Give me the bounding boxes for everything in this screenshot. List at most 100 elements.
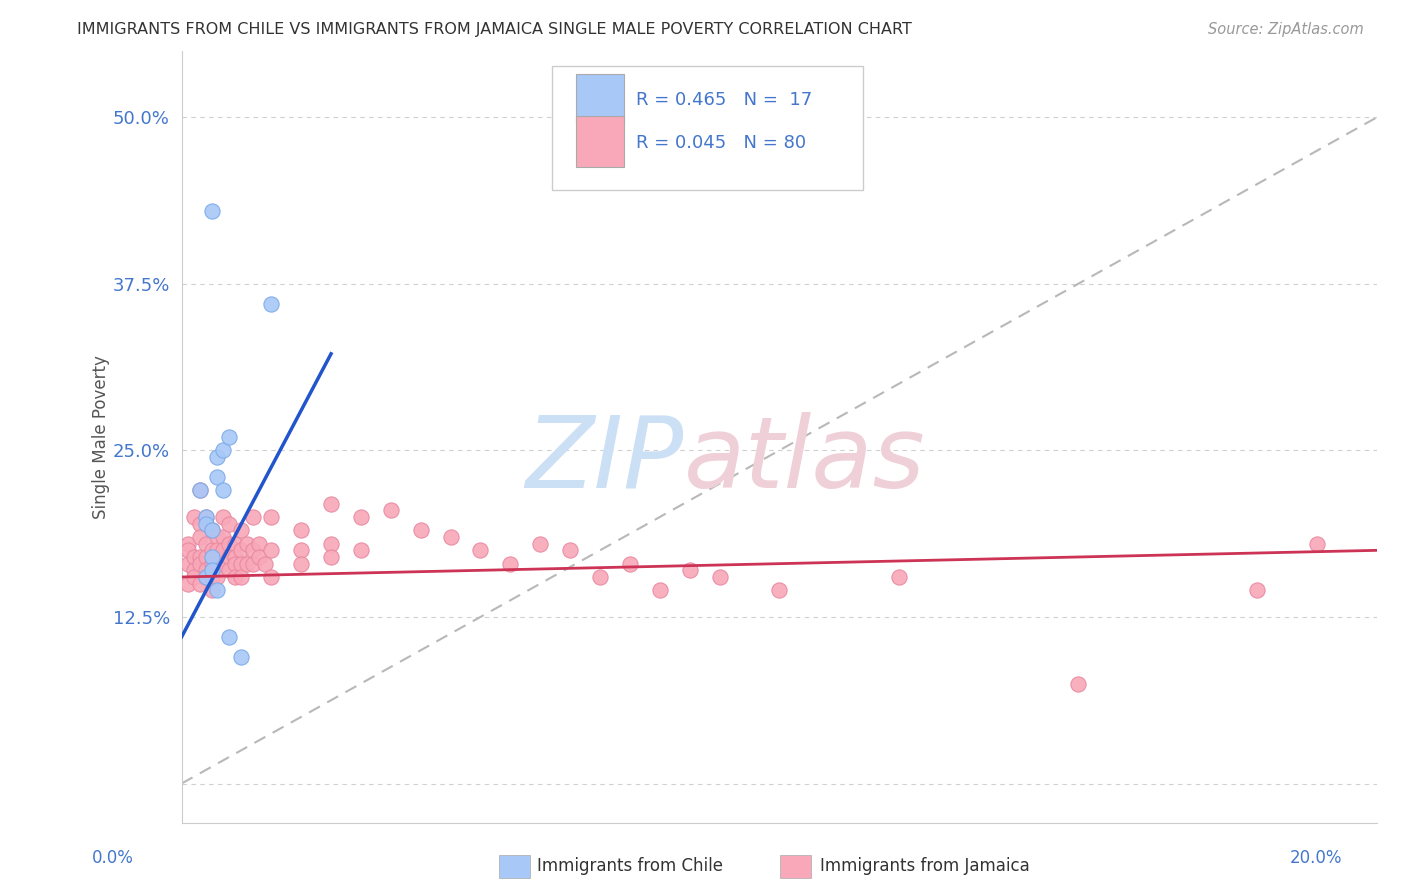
Point [188,483,211,498]
Point [176,557,198,571]
Point [200,203,222,218]
Point [194,516,217,531]
Point [200,557,222,571]
Point [260,570,283,584]
Point [499,557,522,571]
Point [183,510,205,524]
Point [218,430,240,444]
Point [212,543,235,558]
Text: Immigrants from Jamaica: Immigrants from Jamaica [820,857,1029,875]
Point [648,583,671,598]
Point [887,570,910,584]
Point [247,549,270,564]
Point [409,524,432,538]
Point [188,549,211,564]
Text: atlas: atlas [683,412,925,508]
Point [231,557,253,571]
Point [183,563,205,577]
Point [207,450,229,464]
Point [224,549,246,564]
Point [207,583,229,598]
Point [224,557,246,571]
Point [207,570,229,584]
Point [200,549,222,564]
Y-axis label: Single Male Poverty: Single Male Poverty [93,355,110,519]
Point [290,557,312,571]
Point [207,470,229,484]
Text: ZIP: ZIP [526,412,683,508]
Point [212,557,235,571]
Point [1306,536,1329,550]
Point [212,530,235,544]
Point [188,516,211,531]
Point [236,557,259,571]
Point [380,503,402,517]
Point [194,510,217,524]
Point [319,497,342,511]
Text: IMMIGRANTS FROM CHILE VS IMMIGRANTS FROM JAMAICA SINGLE MALE POVERTY CORRELATION: IMMIGRANTS FROM CHILE VS IMMIGRANTS FROM… [77,22,912,37]
Point [200,524,222,538]
Point [183,549,205,564]
FancyBboxPatch shape [576,116,624,167]
Point [254,557,277,571]
Point [183,570,205,584]
Point [188,530,211,544]
FancyBboxPatch shape [553,66,863,190]
Point [589,570,612,584]
Point [350,510,373,524]
Point [290,524,312,538]
Point [260,510,283,524]
Text: 20.0%: 20.0% [1291,849,1343,867]
Point [558,543,581,558]
Point [207,557,229,571]
Point [242,557,264,571]
Point [236,536,259,550]
Point [194,563,217,577]
Point [176,576,198,591]
Point [194,549,217,564]
Point [231,649,253,664]
Text: 0.0%: 0.0% [91,849,134,867]
Point [768,583,790,598]
Point [260,543,283,558]
Point [200,524,222,538]
Point [247,536,270,550]
Point [194,570,217,584]
Point [212,510,235,524]
Point [188,557,211,571]
Text: R = 0.465   N =  17: R = 0.465 N = 17 [636,91,813,109]
Point [200,543,222,558]
Point [176,536,198,550]
Point [619,557,641,571]
Point [212,483,235,498]
Point [218,630,240,644]
Point [207,530,229,544]
Point [218,516,240,531]
Point [218,549,240,564]
Point [200,563,222,577]
Point [231,570,253,584]
Point [194,570,217,584]
Point [231,543,253,558]
Point [439,530,461,544]
Point [678,563,700,577]
FancyBboxPatch shape [576,74,624,124]
Point [188,576,211,591]
Point [319,536,342,550]
Point [212,443,235,458]
Point [231,524,253,538]
Point [218,536,240,550]
Point [242,543,264,558]
Text: Source: ZipAtlas.com: Source: ZipAtlas.com [1208,22,1364,37]
Point [194,510,217,524]
Point [709,570,731,584]
Point [529,536,551,550]
Point [200,583,222,598]
Point [176,543,198,558]
Point [260,297,283,311]
Point [194,536,217,550]
Point [224,570,246,584]
Point [350,543,373,558]
Point [290,543,312,558]
Point [200,570,222,584]
